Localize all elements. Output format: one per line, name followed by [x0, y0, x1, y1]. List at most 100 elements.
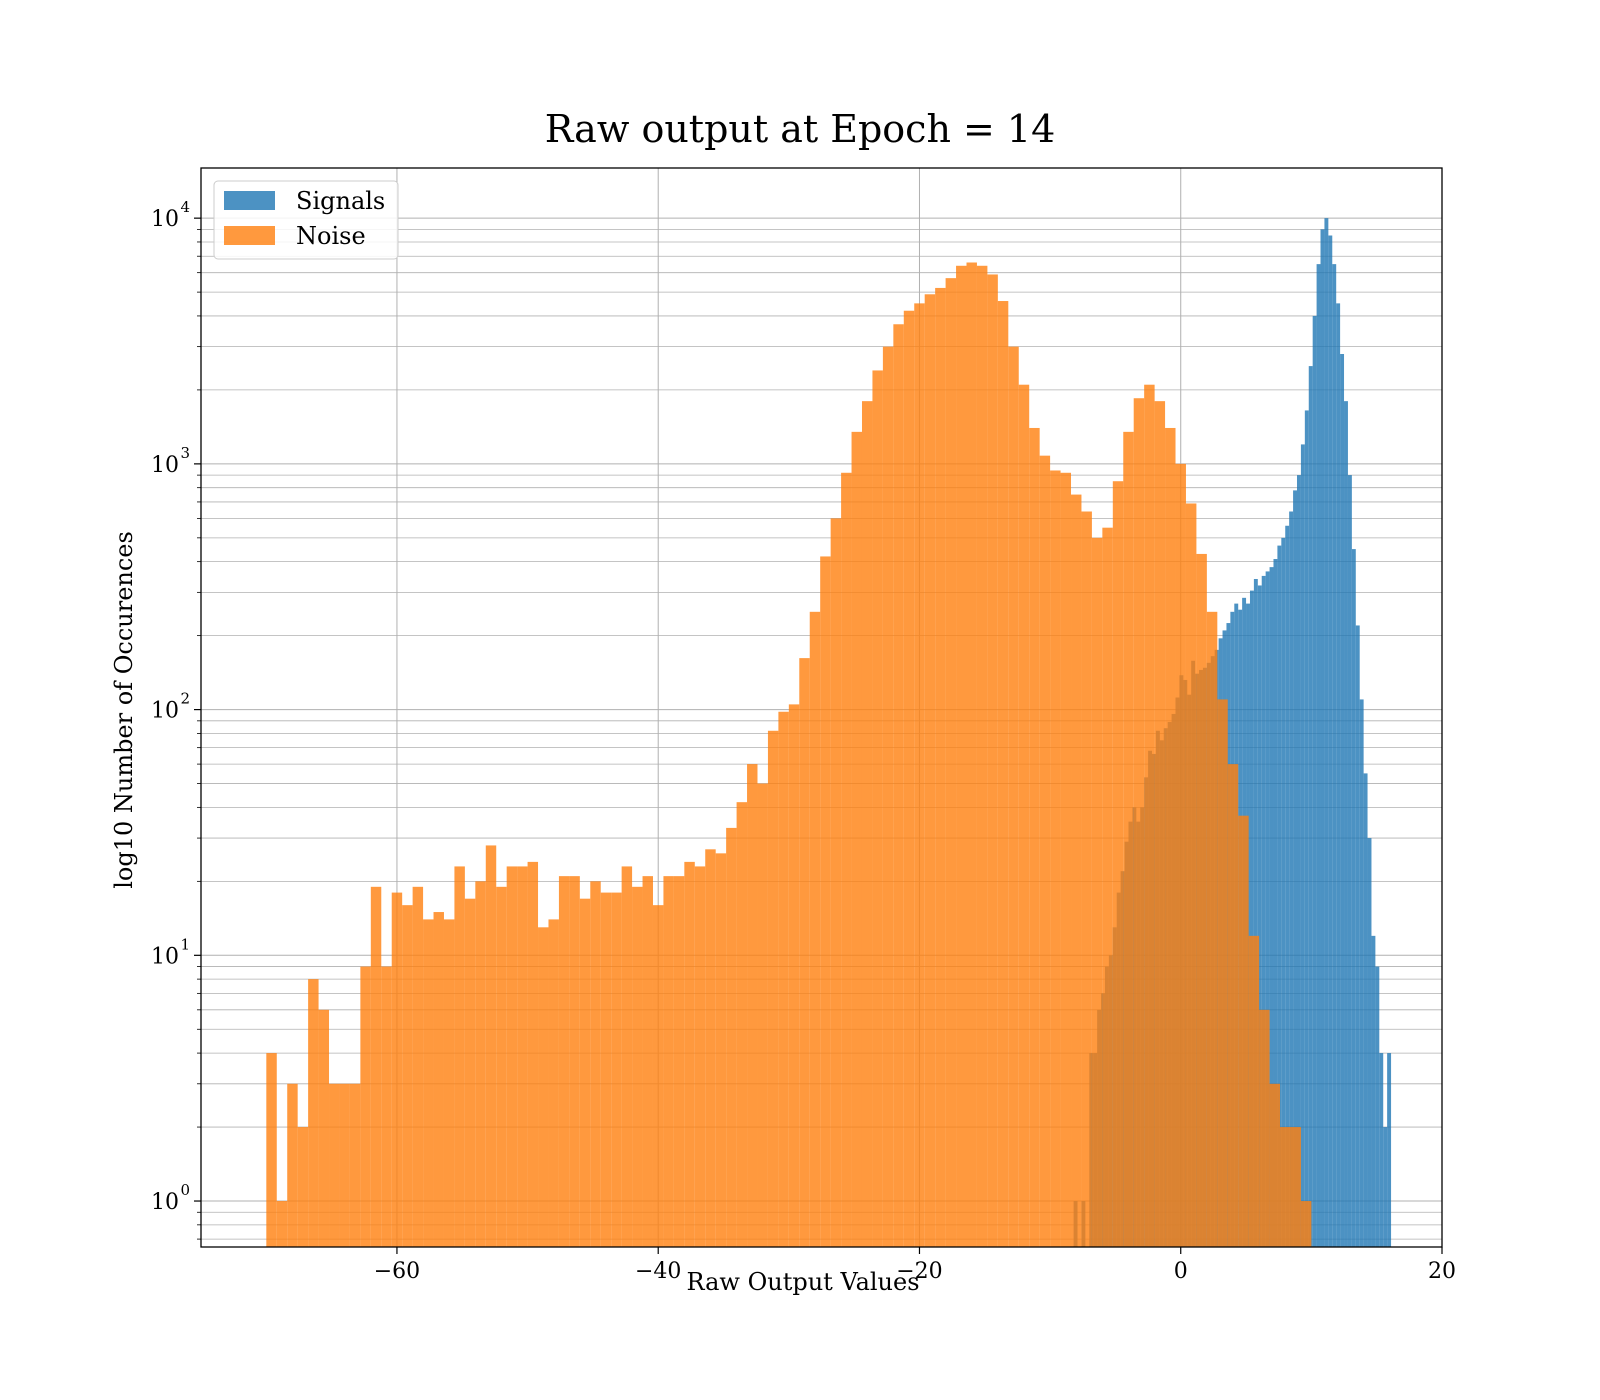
histogram-bar: [924, 294, 936, 1247]
y-tick-exponent: 0: [180, 1181, 190, 1199]
histogram-bar: [276, 1201, 288, 1247]
histogram-bar: [1289, 511, 1294, 1247]
histogram-bar: [841, 472, 852, 1248]
histogram-bar: [1383, 1127, 1388, 1247]
histogram-bar: [1265, 571, 1270, 1247]
histogram-bar: [799, 658, 810, 1247]
histogram-bar: [757, 783, 768, 1247]
series-noise-bars: [266, 262, 1312, 1248]
histogram-bar: [287, 1083, 298, 1247]
y-tick-label: 10: [151, 944, 179, 969]
histogram-bar: [903, 310, 915, 1247]
histogram-bar: [1340, 353, 1345, 1248]
y-tick-exponent: 1: [180, 935, 190, 953]
histogram-bar: [1217, 699, 1228, 1247]
histogram-bar: [1312, 315, 1317, 1247]
histogram-bar: [558, 876, 570, 1247]
histogram-bar: [820, 556, 831, 1247]
y-tick-label: 10: [151, 1190, 179, 1215]
legend-label: Signals: [296, 187, 385, 215]
histogram-bar: [1185, 503, 1197, 1247]
histogram-bar: [1293, 490, 1297, 1248]
histogram-bar: [1379, 1053, 1384, 1247]
histogram-bar: [464, 898, 476, 1247]
histogram-bar: [1259, 1009, 1270, 1247]
histogram-bar: [1253, 578, 1258, 1247]
histogram-bar: [1269, 567, 1274, 1247]
histogram-bar: [1257, 585, 1262, 1247]
histogram-bar: [861, 401, 873, 1247]
histogram-bar: [1281, 537, 1286, 1247]
histogram-bar: [1018, 384, 1030, 1247]
histogram-bar: [402, 905, 413, 1247]
histogram-bar: [1238, 815, 1249, 1247]
histogram-bar: [1112, 481, 1124, 1248]
histogram-bar: [370, 886, 382, 1247]
histogram-bar: [318, 1009, 330, 1247]
histogram-bar: [611, 892, 622, 1247]
histogram-bar: [600, 892, 612, 1247]
histogram-bar: [1344, 401, 1348, 1247]
histogram-bar: [506, 866, 518, 1247]
histogram-bar: [882, 346, 894, 1247]
histogram-bar: [1091, 537, 1103, 1247]
histogram-bar: [621, 866, 633, 1247]
histogram-bar: [360, 966, 371, 1247]
histogram-bar: [1154, 401, 1166, 1247]
histogram-bar: [579, 898, 591, 1247]
histogram-bar: [663, 876, 674, 1247]
x-tick-label: 20: [1428, 1259, 1456, 1284]
x-tick-label: −20: [896, 1259, 942, 1284]
histogram-bar: [778, 711, 789, 1247]
histogram-bar: [652, 905, 664, 1247]
histogram-bar: [632, 886, 643, 1247]
histogram-bar: [1273, 559, 1278, 1247]
y-axis-label: log10 Number of Occurences: [110, 531, 138, 889]
histogram-bar: [1133, 398, 1145, 1248]
histogram-bar: [517, 866, 528, 1247]
histogram-bar: [1290, 1127, 1301, 1247]
histogram-bar: [976, 265, 988, 1248]
histogram-bar: [569, 876, 580, 1247]
histogram-bar: [1332, 264, 1337, 1247]
histogram-bar: [872, 370, 883, 1248]
histogram-bar: [987, 274, 998, 1247]
legend-swatch: [224, 191, 275, 210]
histogram-bar: [642, 876, 653, 1247]
histogram-bar: [1347, 475, 1352, 1248]
histogram-bars: [266, 218, 1392, 1248]
y-tick-label: 10: [151, 453, 179, 478]
histogram-bar: [1375, 966, 1380, 1247]
histogram-bar: [1081, 511, 1092, 1247]
chart-title: Raw output at Epoch = 14: [545, 107, 1056, 151]
histogram-bar: [423, 919, 434, 1247]
histogram-bar: [1359, 699, 1364, 1247]
x-tick-label: −60: [374, 1259, 420, 1284]
histogram-bar: [381, 966, 392, 1247]
histogram-bar: [715, 853, 727, 1247]
histogram-bar: [1280, 1127, 1291, 1247]
x-axis-label: Raw Output Values: [686, 1268, 919, 1296]
x-tick-label: 0: [1174, 1259, 1188, 1284]
histogram-bar: [788, 704, 800, 1247]
histogram-bar: [308, 979, 319, 1247]
histogram-bar: [454, 866, 465, 1247]
histogram-bar: [297, 1127, 309, 1247]
histogram-bar: [1165, 427, 1176, 1247]
histogram-bar: [684, 861, 695, 1247]
histogram-bar: [1316, 264, 1321, 1247]
histogram-bar: [767, 730, 779, 1247]
y-tick-exponent: 4: [180, 198, 190, 216]
histogram-bar: [527, 861, 539, 1247]
histogram-bar: [1324, 218, 1329, 1248]
histogram-bar: [956, 265, 967, 1248]
histogram-bar: [736, 802, 748, 1247]
histogram-bar: [1123, 431, 1134, 1247]
histogram-bar: [1102, 527, 1113, 1247]
histogram-bar: [1320, 229, 1325, 1247]
histogram-bar: [433, 912, 444, 1247]
histogram-bar: [339, 1083, 350, 1247]
legend-label: Noise: [296, 222, 366, 250]
histogram-bar: [747, 764, 758, 1247]
